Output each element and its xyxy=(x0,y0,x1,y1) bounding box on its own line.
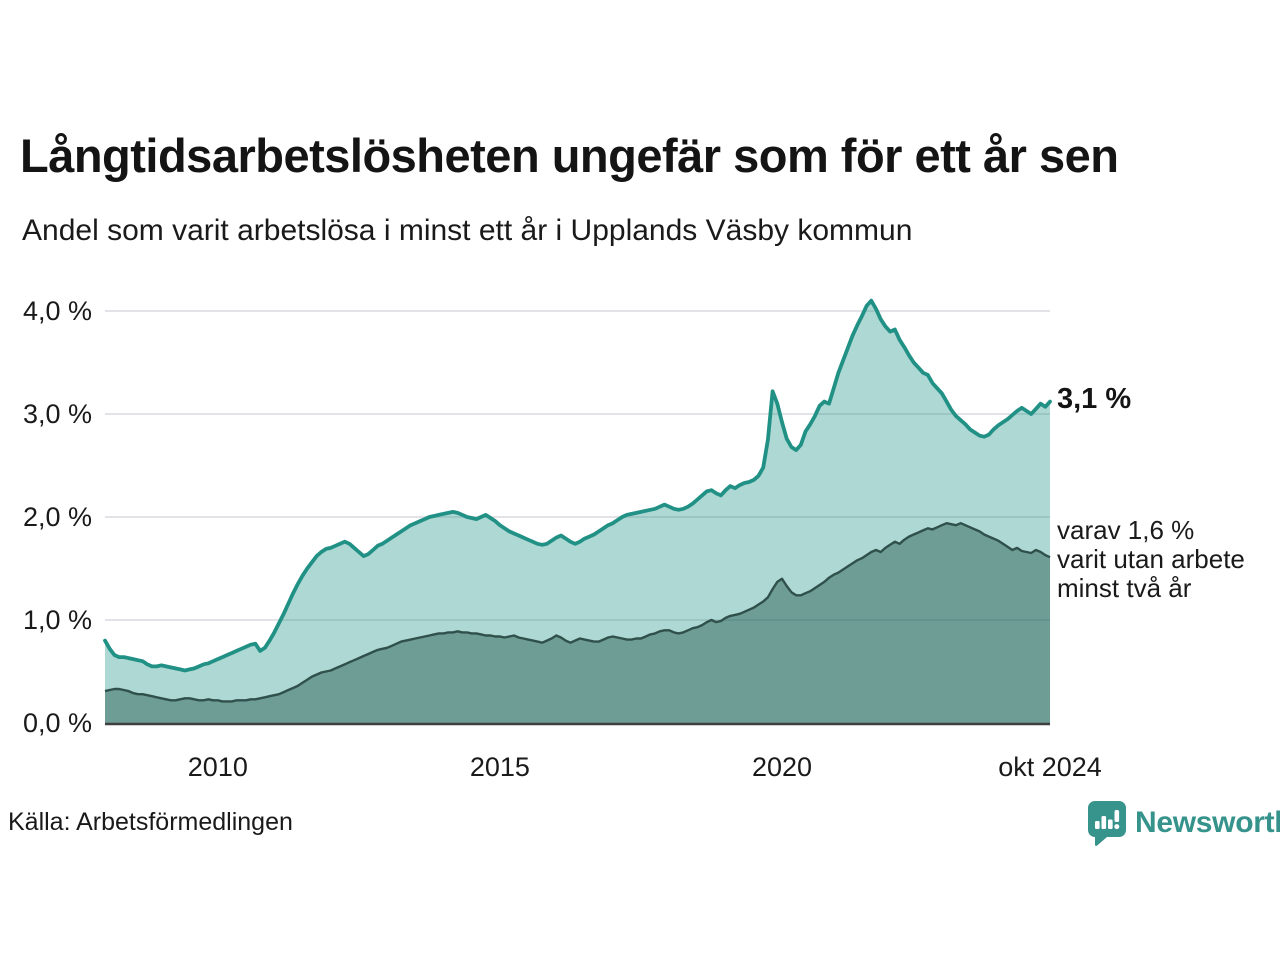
source-credit: Källa: Arbetsförmedlingen xyxy=(8,808,293,836)
x-axis-tick-label: 2010 xyxy=(187,752,248,782)
x-axis-tick-label: okt 2024 xyxy=(998,752,1102,782)
x-axis-tick-label: 2015 xyxy=(469,752,530,782)
annotation-line: varit utan arbete xyxy=(1057,544,1245,574)
y-axis-tick-label: 2,0 % xyxy=(22,502,92,532)
y-axis-tick-label: 0,0 % xyxy=(22,708,92,738)
y-axis-tick-label: 1,0 % xyxy=(22,605,92,635)
latest-value-annotation: 3,1 % xyxy=(1057,383,1132,415)
newsworthy-branding: Newsworthy xyxy=(1086,799,1280,846)
newsworthy-wordmark: Newsworthy xyxy=(1135,805,1280,839)
annotation-line: varav 1,6 % xyxy=(1057,515,1195,545)
chart-subtitle: Andel som varit arbetslösa i minst ett å… xyxy=(22,214,913,247)
annotation-line: minst två år xyxy=(1057,573,1192,603)
page-title: Långtidsarbetslösheten ungefär som för e… xyxy=(20,129,1119,182)
secondary-series-annotation: varav 1,6 % varit utan arbete minst två … xyxy=(1057,516,1245,603)
y-axis-tick-label: 3,0 % xyxy=(22,399,92,429)
newsworthy-logo-icon xyxy=(1086,799,1126,846)
y-axis-tick-label: 4,0 % xyxy=(22,296,92,326)
x-axis-tick-label: 2020 xyxy=(751,752,813,782)
